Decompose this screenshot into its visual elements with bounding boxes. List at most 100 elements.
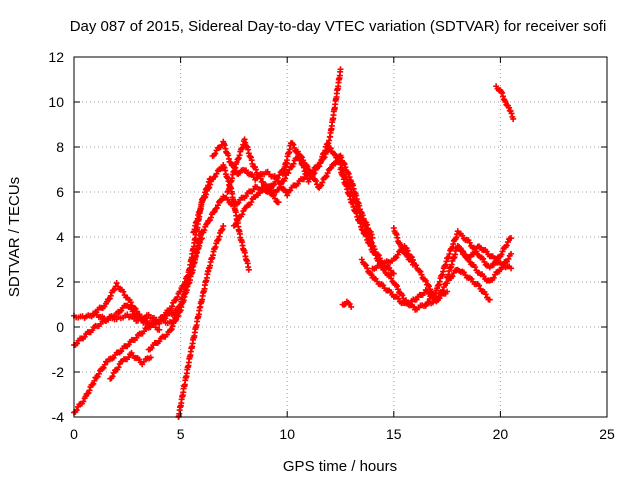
data-point: [100, 364, 107, 371]
data-point: [461, 251, 468, 258]
data-point: [403, 250, 410, 257]
data-point: [257, 175, 264, 182]
data-point: [347, 177, 354, 184]
data-point: [398, 243, 405, 250]
data-point: [294, 148, 301, 155]
data-point: [201, 227, 208, 234]
data-point: [418, 271, 425, 278]
data-series: [422, 228, 515, 308]
grid-lines: [74, 57, 607, 417]
data-point: [205, 185, 212, 192]
y-tick-label: -4: [52, 409, 65, 425]
data-point: [393, 283, 400, 290]
data-point: [399, 244, 406, 251]
data-point: [427, 286, 434, 293]
y-tick-label: 8: [56, 139, 64, 155]
data-point: [510, 115, 517, 122]
data-point: [332, 151, 339, 158]
data-point: [472, 264, 479, 271]
y-tick-labels: -4 -2 0 2 4 6 8 10 12: [48, 49, 64, 425]
data-point: [317, 183, 324, 190]
data-point: [322, 150, 329, 157]
y-tick-label: 0: [56, 319, 64, 335]
data-point: [73, 407, 80, 414]
data-point: [298, 153, 305, 160]
data-point: [218, 197, 225, 204]
data-point: [364, 265, 371, 272]
data-point: [127, 299, 134, 306]
data-point: [480, 255, 487, 262]
data-point: [308, 172, 315, 179]
data-point: [333, 159, 340, 166]
data-point: [499, 93, 506, 100]
data-point: [345, 170, 352, 177]
data-point: [503, 242, 510, 249]
data-point: [331, 150, 338, 157]
data-point: [307, 168, 314, 175]
data-point: [508, 265, 515, 272]
y-tick-label: 12: [48, 49, 64, 65]
data-point: [233, 220, 240, 227]
data-point: [341, 161, 348, 168]
data-point: [259, 178, 266, 185]
data-point: [207, 214, 214, 221]
data-series: [493, 83, 517, 122]
data-point: [342, 164, 349, 171]
data-point: [323, 173, 330, 180]
data-point: [147, 354, 154, 361]
data-point: [505, 255, 512, 262]
data-series: [339, 298, 355, 310]
data-point: [312, 177, 319, 184]
data-point: [363, 262, 370, 269]
y-tick-label: 4: [56, 229, 64, 245]
x-tick-labels: 0 5 10 15 20 25: [70, 426, 615, 442]
data-point: [381, 266, 388, 273]
data-point: [504, 239, 511, 246]
data-point: [212, 150, 219, 157]
data-point: [220, 223, 227, 230]
data-point: [322, 174, 329, 181]
data-point: [89, 381, 96, 388]
data-point: [358, 226, 365, 233]
y-axis-title: SDTVAR / TECUs: [6, 177, 23, 297]
x-tick-label: 15: [386, 426, 402, 442]
data-point: [337, 66, 344, 73]
data-point: [156, 326, 163, 333]
data-point: [324, 170, 331, 177]
data-point: [508, 110, 515, 117]
data-point: [486, 296, 493, 303]
data-point: [173, 316, 180, 323]
data-point: [133, 308, 140, 315]
data-series: [454, 243, 515, 272]
data-point: [109, 373, 116, 380]
data-series: [107, 349, 154, 382]
data-point: [346, 174, 353, 181]
data-point: [90, 380, 97, 387]
data-point: [156, 318, 163, 325]
x-tick-label: 0: [70, 426, 78, 442]
data-point: [115, 364, 122, 371]
data-series: [294, 148, 376, 241]
data-point: [275, 199, 282, 206]
data-point: [239, 211, 246, 218]
y-tick-label: 2: [56, 274, 64, 290]
data-point: [173, 310, 180, 317]
data-point: [94, 373, 101, 380]
data-point: [425, 299, 432, 306]
data-point: [417, 268, 424, 275]
data-point: [213, 170, 220, 177]
data-point: [110, 287, 117, 294]
x-tick-label: 5: [177, 426, 185, 442]
data-point: [359, 212, 366, 219]
data-point: [466, 239, 473, 246]
data-point: [299, 154, 306, 161]
data-point: [432, 290, 439, 297]
data-point: [99, 365, 106, 372]
data-point: [433, 298, 440, 305]
x-tick-label: 10: [279, 426, 295, 442]
data-point: [476, 282, 483, 289]
x-axis-title: GPS time / hours: [283, 458, 397, 475]
y-tick-label: -2: [52, 364, 65, 380]
data-point: [304, 163, 311, 170]
